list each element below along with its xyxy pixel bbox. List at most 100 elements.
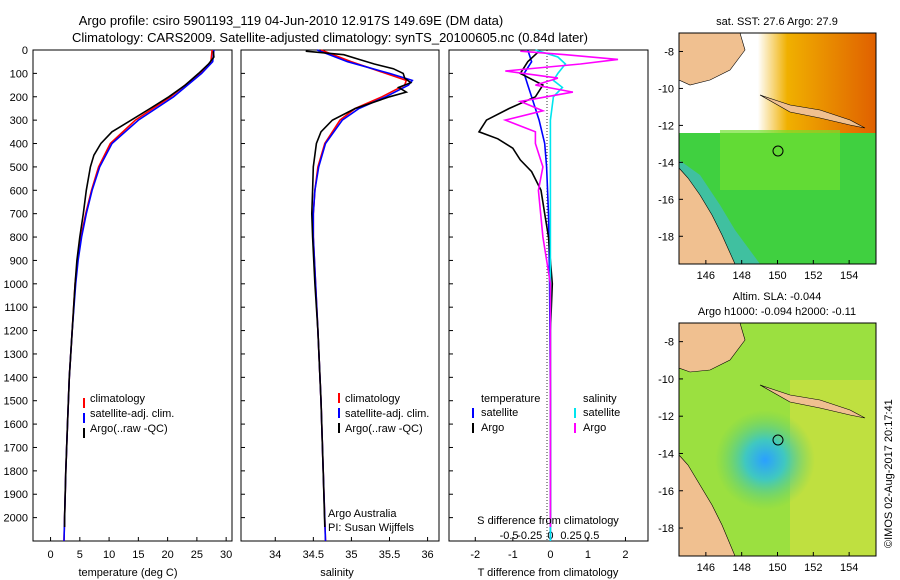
series-line-climatology (312, 49, 408, 542)
islands-land (759, 94, 866, 129)
legend-t-argo: Argo (481, 422, 504, 434)
temperature-axes-frame (32, 49, 233, 542)
map-y-tick-label: -10 (658, 83, 674, 95)
difference-axes-frame (448, 49, 649, 542)
map-y-tick-label: -18 (658, 523, 674, 535)
depth-tick-label: 1900 (4, 489, 28, 501)
legend-satellite: satellite-adj. clim. (90, 408, 174, 420)
salinity-legend: climatology satellite-adj. clim. Argo(..… (338, 393, 429, 435)
map-x-tick-label: 150 (768, 562, 786, 574)
salinity-panel: 34 34.5 35 35.5 36 salinity climatology sate… (240, 49, 440, 579)
map-y-tick-label: -18 (658, 231, 674, 243)
salinity-xlabel: salinity (320, 567, 354, 579)
depth-tick-label: 1300 (4, 349, 28, 361)
depth-tick-label: 400 (10, 139, 28, 151)
series-line-climatology (63, 49, 213, 542)
difference-legend: temperature salinity satellite Argo sate… (472, 393, 620, 434)
x-tick-label: 35.5 (379, 549, 400, 561)
figure-title-line1: Argo profile: csiro 5901193_119 04-Jun-2… (79, 13, 503, 28)
depth-tick-label: 1400 (4, 372, 28, 384)
map-x-tick-label: 152 (804, 270, 822, 282)
depth-tick-label: 700 (10, 209, 28, 221)
difference-xlabel: T difference from climatology (478, 567, 619, 579)
x-tick-label: 25 (191, 549, 203, 561)
depth-tick-labels: 0 100 200 300 400 500 600 700 800 900 1000 1100 1200… (4, 45, 453, 525)
map-y-tick-label: -8 (664, 46, 674, 58)
top-x-tick-label: -0.5 (500, 530, 519, 542)
depth-tick-label: 1000 (4, 279, 28, 291)
salinity-x-ticks: 34 34.5 35 35.5 36 (269, 537, 434, 561)
legend-t-satellite: satellite (481, 407, 518, 419)
depth-tick-label: 0 (22, 45, 28, 57)
new-guinea-land (679, 323, 746, 373)
sla-map-title-1: Altim. SLA: -0.044 (733, 291, 822, 303)
x-tick-label: 0 (47, 549, 53, 561)
map-x-tick-label: 146 (697, 562, 715, 574)
series-line-s-satellite (535, 49, 567, 541)
sst-map-ticks: 146 148 150 152 154 -8 -10 -12 -14 -16 -18 (658, 46, 858, 282)
difference-x-ticks: -2 -1 0 1 2-0.5-0.25 0 0.25 0.5 (470, 530, 628, 561)
depth-tick-label: 1100 (4, 302, 28, 314)
x-tick-label: 5 (77, 549, 83, 561)
legend-climatology: climatology (90, 393, 146, 405)
legend-s-argo: Argo (583, 422, 606, 434)
depth-tick-label: 100 (10, 68, 28, 80)
x-tick-label: 10 (103, 549, 115, 561)
x-tick-label: -1 (508, 549, 518, 561)
legend-s-satellite: satellite (583, 407, 620, 419)
map-y-tick-label: -8 (664, 337, 674, 349)
depth-tick-label: 200 (10, 92, 28, 104)
sst-map-panel: sat. SST: 27.6 Argo: 27.9 146 148 150 152 15… (658, 16, 877, 282)
x-tick-label: 34 (269, 549, 281, 561)
islands-land (759, 384, 866, 419)
temperature-x-ticks: 0 5 10 15 20 25 30 (47, 537, 232, 561)
x-tick-label: 30 (220, 549, 232, 561)
map-x-tick-label: 148 (733, 270, 751, 282)
map-x-tick-label: 150 (768, 270, 786, 282)
temperature-legend: climatology satellite-adj. clim. Argo(..… (83, 393, 174, 438)
x-tick-label: -2 (470, 549, 480, 561)
australia-land (679, 167, 736, 264)
x-tick-label: 1 (585, 549, 591, 561)
temperature-xlabel: temperature (deg C) (78, 567, 177, 579)
sla-map-ticks: 146 148 150 152 154 -8 -10 -12 -14 -16 -18 (658, 337, 858, 574)
depth-tick-label: 2000 (4, 513, 28, 525)
depth-tick-label: 1800 (4, 466, 28, 478)
depth-tick-label: 1700 (4, 442, 28, 454)
temperature-lines (63, 49, 215, 542)
series-line-argo (305, 50, 413, 528)
legend-climatology: climatology (345, 393, 401, 405)
depth-tick-label: 900 (10, 255, 28, 267)
series-line-argo (63, 51, 215, 527)
depth-tick-label: 600 (10, 185, 28, 197)
depth-tick-label: 300 (10, 115, 28, 127)
x-tick-label: 15 (132, 549, 144, 561)
series-line-t-argo (477, 50, 554, 527)
series-line-satellite (63, 49, 215, 542)
difference-lines (477, 49, 619, 541)
x-tick-label: 2 (622, 549, 628, 561)
salinity-lines (305, 49, 414, 542)
map-y-tick-label: -16 (658, 486, 674, 498)
legend-argo: Argo(..raw -QC) (90, 423, 168, 435)
map-x-tick-label: 154 (840, 270, 858, 282)
credit-text: ©IMOS 02-Aug-2017 20:17:41 (883, 399, 895, 548)
sla-map-panel: Altim. SLA: -0.044 Argo h1000: -0.094 h2… (658, 291, 877, 574)
map-y-tick-label: -10 (658, 374, 674, 386)
x-tick-label: 34.5 (303, 549, 324, 561)
sst-field-patch (720, 130, 840, 190)
map-y-tick-label: -12 (658, 120, 674, 132)
depth-tick-label: 1200 (4, 326, 28, 338)
map-x-tick-label: 154 (840, 562, 858, 574)
sla-eddy (715, 410, 815, 510)
depth-tick-label: 1500 (4, 396, 28, 408)
x-tick-label: 36 (421, 549, 433, 561)
top-x-tick-label: 0.25 (560, 530, 581, 542)
sst-map-image (679, 33, 876, 264)
map-y-tick-label: -14 (658, 448, 674, 460)
argo-position-marker (772, 434, 784, 446)
difference-panel: -2 -1 0 1 2-0.5-0.25 0 0.25 0.5 T difference fr… (448, 49, 649, 579)
sla-map-title-2: Argo h1000: -0.094 h2000: -0.11 (698, 306, 856, 318)
map-x-tick-label: 146 (697, 270, 715, 282)
